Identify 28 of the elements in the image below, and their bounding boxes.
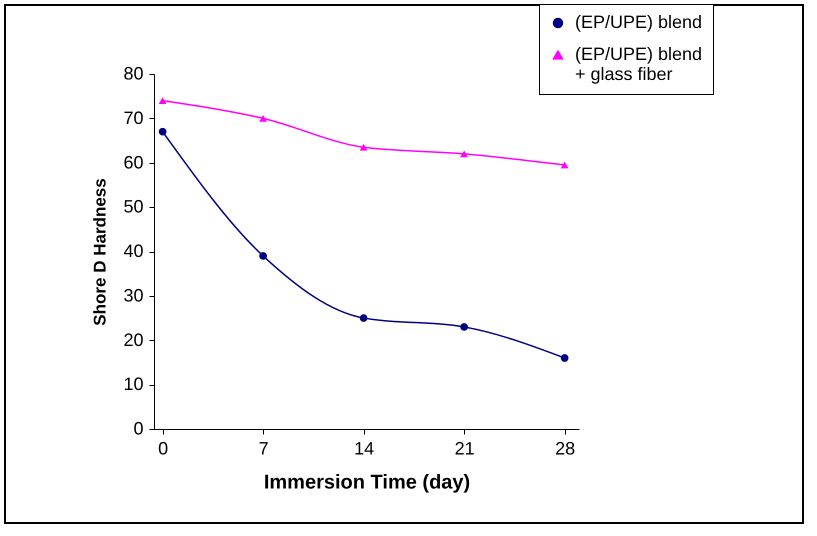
legend-label: (EP/UPE) blend + glass fiber — [575, 44, 702, 84]
y-axis-title: Shore D Hardness — [90, 178, 110, 326]
point — [360, 144, 368, 151]
x-axis-title: Immersion Time (day) — [264, 472, 470, 494]
y-tick-label: 20 — [123, 330, 144, 350]
x-tick-label: 7 — [258, 438, 269, 458]
y-tick-label: 30 — [123, 285, 144, 306]
y-tick-label: 50 — [123, 196, 144, 217]
y-tick-label: 10 — [123, 374, 144, 394]
point — [360, 314, 368, 322]
point — [460, 323, 468, 331]
point — [259, 252, 267, 260]
x-tick-label: 14 — [354, 438, 374, 458]
point — [560, 162, 569, 168]
x-tick-label: 28 — [555, 438, 576, 458]
point — [560, 354, 569, 362]
x-tick-label: 0 — [158, 438, 168, 458]
point — [158, 128, 166, 136]
x-tick-label: 21 — [454, 438, 475, 458]
y-tick-label: 60 — [123, 152, 144, 172]
y-tick-label: 70 — [123, 108, 144, 128]
point — [259, 115, 267, 122]
point — [460, 150, 468, 158]
y-tick-label: 0 — [133, 418, 144, 438]
y-tick-label: 40 — [123, 241, 144, 261]
legend-label: (EP/UPE) blend — [575, 12, 702, 32]
y-tick-label: 80 — [123, 64, 144, 84]
point — [158, 97, 166, 104]
